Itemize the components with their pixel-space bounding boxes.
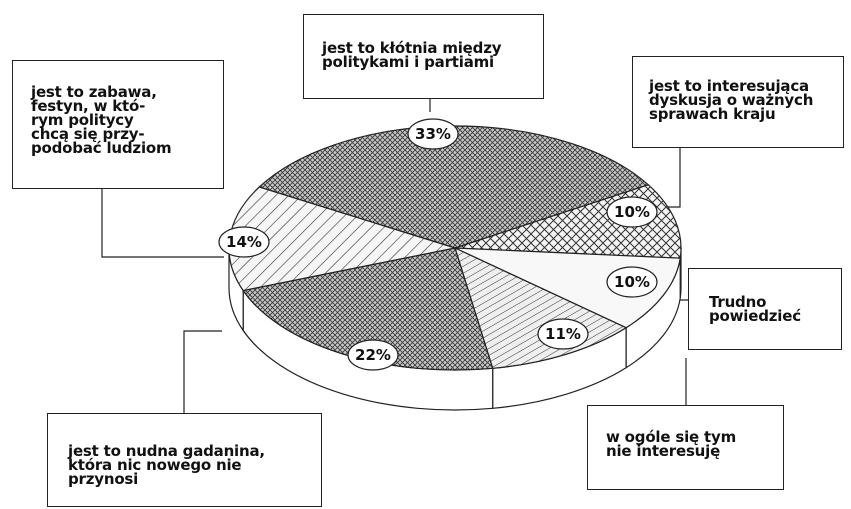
- pct-badge-1: 10%: [606, 196, 658, 228]
- callout-zabawa-festyn: jest to zabawa, festyn, w któ- rym polit…: [12, 60, 224, 189]
- pie-slices: [228, 125, 682, 371]
- pct-oval-1: [606, 196, 658, 228]
- pct-badge-0: 33%: [407, 118, 459, 150]
- pct-label-0: 33%: [415, 125, 451, 143]
- connector-line-5: [101, 189, 224, 258]
- callout-nie-interesuje: w ogóle się tym nie interesuję: [587, 405, 784, 490]
- pct-oval-4: [347, 339, 399, 371]
- pct-badge-4: 22%: [347, 339, 399, 371]
- pct-badge-3: 11%: [537, 318, 589, 350]
- callout-trudno-powiedziec: Trudno powiedzieć: [688, 268, 842, 350]
- percentage-labels: 33% 10% 10% 11% 22% 14%: [218, 118, 658, 371]
- pct-badge-5: 14%: [218, 226, 270, 258]
- pct-label-5: 14%: [226, 233, 262, 251]
- pct-oval-3: [537, 318, 589, 350]
- pct-label-2: 10%: [614, 273, 650, 291]
- pct-label-4: 22%: [355, 346, 391, 364]
- callout-interesujaca-dyskusja: jest to interesująca dyskusja o ważnych …: [632, 56, 844, 148]
- pct-label-3: 11%: [545, 325, 581, 343]
- pct-label-1: 10%: [614, 203, 650, 221]
- pct-oval-5: [218, 226, 270, 258]
- pct-oval-2: [606, 266, 658, 298]
- pct-oval-0: [407, 118, 459, 150]
- callout-nudna-gadanina: jest to nudna gadanina, która nic nowego…: [47, 413, 322, 507]
- pct-badge-2: 10%: [606, 266, 658, 298]
- callout-klotnia: jest to kłótnia między politykami i part…: [303, 14, 544, 99]
- connector-line-4: [183, 330, 222, 413]
